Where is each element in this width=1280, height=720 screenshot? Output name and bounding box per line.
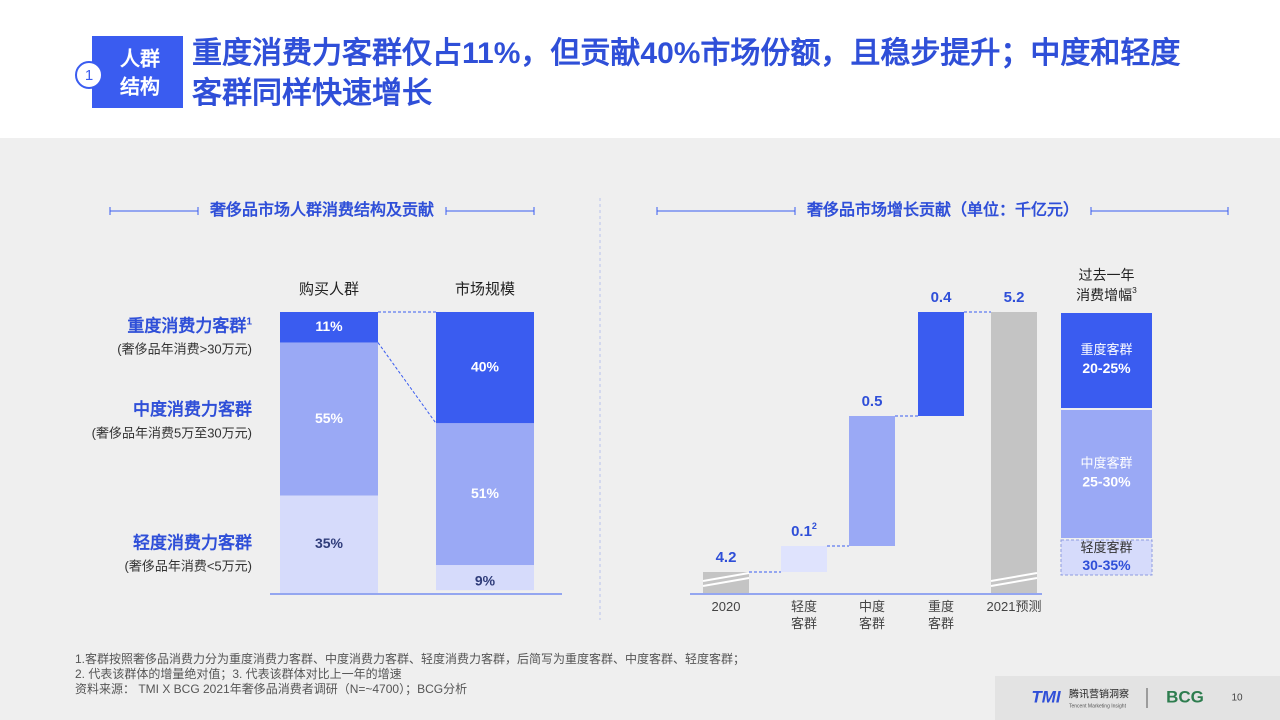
x-tick-label: 2020 bbox=[711, 599, 741, 614]
chart-title: 奢侈品市场人群消费结构及贡献 bbox=[209, 200, 434, 219]
legend-name: 重度消费力客群1 bbox=[127, 316, 252, 336]
partner-logo: BCG bbox=[1166, 687, 1204, 706]
bar bbox=[849, 416, 895, 546]
logo-name: 腾讯营销洞察 bbox=[1069, 688, 1129, 701]
axis-break bbox=[702, 577, 750, 587]
slide-title: 重度消费力客群仅占11%，但贡献40%市场份额，且稳步提升；中度和轻度客群同样快… bbox=[192, 37, 1181, 110]
note-marker: 2 bbox=[812, 521, 817, 531]
bar bbox=[991, 312, 1037, 593]
value-label: 51% bbox=[471, 485, 500, 501]
panel-name: 重度客群 bbox=[1080, 342, 1132, 357]
value-label: 0.5 bbox=[862, 393, 883, 410]
page-number: 10 bbox=[1231, 693, 1243, 704]
legend-name: 轻度消费力客群 bbox=[133, 533, 252, 553]
badge bbox=[92, 36, 183, 108]
panel-box bbox=[1061, 313, 1152, 408]
panel-box bbox=[1060, 539, 1153, 576]
x-tick-label: 2021预测 bbox=[986, 599, 1042, 614]
value-label-part: 0.1 bbox=[791, 523, 812, 540]
value-label: 9% bbox=[475, 572, 496, 588]
logo: TMI bbox=[1031, 687, 1062, 706]
legend-name-part: 中度消费力客群 bbox=[133, 400, 252, 420]
bar-segment bbox=[436, 312, 534, 424]
bar bbox=[781, 546, 827, 572]
footnote: 资料来源： TMI X BCG 2021年奢侈品消费者调研（N=~4700）；B… bbox=[75, 682, 468, 696]
badge-circle bbox=[75, 61, 103, 89]
footnote: 2. 代表该群体的增量绝对值；3. 代表该群体对比上一年的增速 bbox=[75, 667, 402, 681]
x-tick-label: 中度客群 bbox=[858, 599, 885, 631]
value-label-part: 0.5 bbox=[862, 393, 883, 410]
bar-segment bbox=[436, 565, 534, 591]
x-tick-label: 重度客群 bbox=[927, 599, 954, 631]
chart-title: 奢侈品市场增长贡献（单位：千亿元） bbox=[806, 200, 1079, 219]
connector bbox=[377, 342, 437, 424]
bar-segment bbox=[280, 495, 378, 593]
value-label: 0.4 bbox=[931, 289, 953, 306]
badge-number: 1 bbox=[85, 67, 93, 84]
value-label-part: 0.4 bbox=[931, 289, 953, 306]
value-label-part: 5.2 bbox=[1004, 289, 1025, 306]
panel-title-part: 过去一年 bbox=[1079, 267, 1135, 283]
legend-description: (奢侈品年消费5万至30万元) bbox=[92, 426, 252, 441]
legend-description: (奢侈品年消费>30万元) bbox=[117, 342, 252, 357]
value-label: 5.2 bbox=[1004, 289, 1025, 306]
panel-range: 20-25% bbox=[1082, 360, 1131, 376]
badge-text: 结构 bbox=[120, 74, 160, 98]
note-marker: 3 bbox=[1132, 285, 1137, 295]
panel-title-part: 消费增幅 bbox=[1076, 287, 1132, 303]
badge-text: 人群 bbox=[120, 46, 160, 70]
axis-break bbox=[702, 572, 750, 582]
column-header: 市场规模 bbox=[455, 281, 515, 298]
panel-name: 中度客群 bbox=[1080, 455, 1132, 470]
bar-segment bbox=[436, 423, 534, 566]
bar-segment bbox=[280, 312, 378, 343]
bar-segment bbox=[280, 342, 378, 496]
value-label: 4.2 bbox=[716, 549, 737, 566]
panel-title: 过去一年 bbox=[1079, 267, 1135, 283]
note-marker: 1 bbox=[246, 316, 252, 327]
logo-tagline: Tencent Marketing Insight bbox=[1069, 703, 1127, 709]
axis-break bbox=[990, 577, 1038, 587]
header bbox=[0, 0, 1280, 138]
value-label: 35% bbox=[315, 535, 344, 551]
panel-range: 30-35% bbox=[1082, 557, 1131, 573]
value-label-part: 4.2 bbox=[716, 549, 737, 566]
legend-name-part: 轻度消费力客群 bbox=[133, 533, 252, 553]
legend-description: (奢侈品年消费<5万元) bbox=[125, 559, 252, 574]
axis-break bbox=[990, 572, 1038, 582]
bar bbox=[918, 312, 964, 416]
x-tick-label: 轻度客群 bbox=[790, 599, 817, 631]
value-label: 55% bbox=[315, 410, 344, 426]
value-label: 11% bbox=[315, 318, 343, 334]
footnote: 1.客群按照奢侈品消费力分为重度消费力客群、中度消费力客群、轻度消费力客群，后简… bbox=[75, 652, 746, 666]
column-header: 购买人群 bbox=[299, 281, 359, 298]
footer-band bbox=[995, 676, 1280, 720]
panel-name: 轻度客群 bbox=[1080, 540, 1132, 555]
legend-name-part: 重度消费力客群 bbox=[127, 316, 246, 336]
panel-box bbox=[1061, 410, 1152, 538]
legend-name: 中度消费力客群 bbox=[133, 400, 252, 420]
panel-title: 消费增幅3 bbox=[1076, 285, 1137, 302]
panel-range: 25-30% bbox=[1082, 474, 1131, 490]
value-label: 40% bbox=[471, 358, 500, 374]
value-label: 0.12 bbox=[791, 521, 817, 540]
